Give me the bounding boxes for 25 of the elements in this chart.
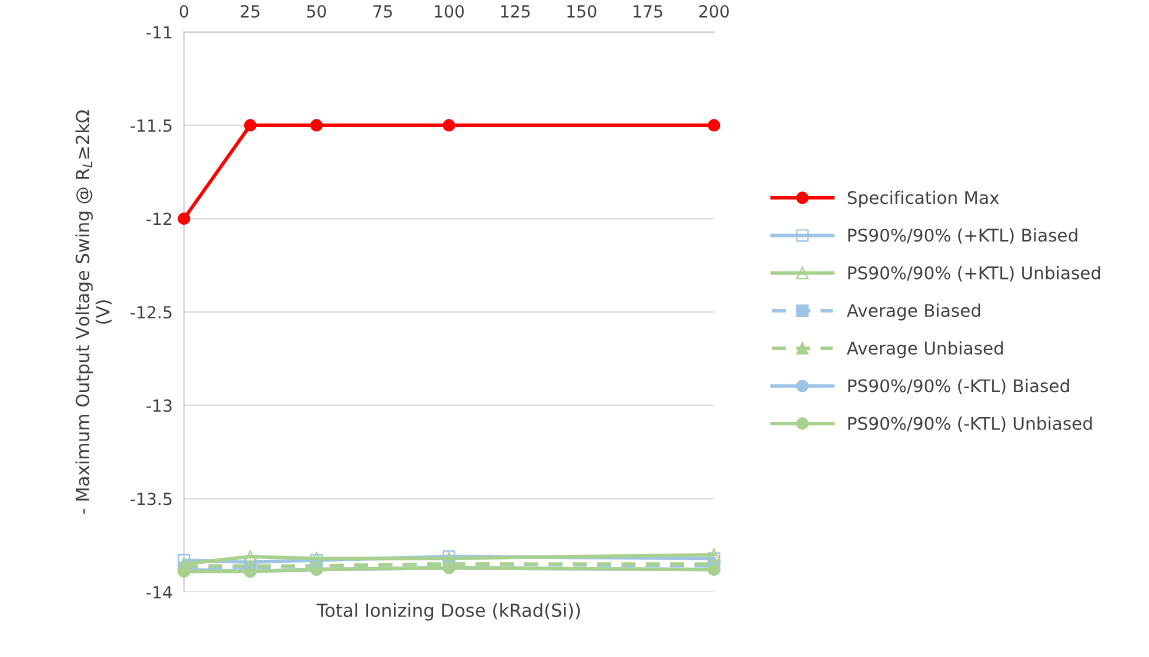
x-tick-label: 100 <box>434 5 464 18</box>
x-tick-label: 25 <box>240 5 260 18</box>
y-tick-label: -12 <box>146 212 172 225</box>
text: - Maximum Output Voltage Swing @ R$_{L}$≥2kΩ (V) <box>75 110 112 514</box>
legend-label: Average Unbiased <box>846 341 1003 359</box>
x-tick-label: 125 <box>501 5 530 18</box>
legend-label: PS90%/90% (-KTL) Unbiased <box>848 416 1092 432</box>
legend-label: Average Biased <box>846 303 981 321</box>
y-tick-label: -12.5 <box>130 305 172 319</box>
x-tick-label: 150 <box>567 5 597 18</box>
y-tick-label: -13 <box>146 399 172 412</box>
y-tick-label: -14 <box>146 586 172 599</box>
x-axis-title: Total Ionizing Dose (kRad(Si)) <box>316 603 580 621</box>
x-tick-label: 175 <box>633 5 663 18</box>
legend-label: Specification Max <box>847 190 999 208</box>
legend-label: PS90%/90% (-KTL) Biased <box>848 378 1069 395</box>
y-tick-label: -11.5 <box>130 119 172 132</box>
y-tick-label: -11 <box>146 26 172 39</box>
legend-label: PS90%/90% (+KTL) Biased <box>848 228 1078 244</box>
x-tick-label: 50 <box>307 5 326 18</box>
x-tick-label: 0 <box>179 5 189 18</box>
legend-label: PS90%/90% (+KTL) Unbiased <box>848 265 1100 282</box>
x-tick-label: 75 <box>373 5 392 18</box>
x-tick-label: 200 <box>699 5 729 18</box>
y-tick-label: -13.5 <box>130 492 172 506</box>
